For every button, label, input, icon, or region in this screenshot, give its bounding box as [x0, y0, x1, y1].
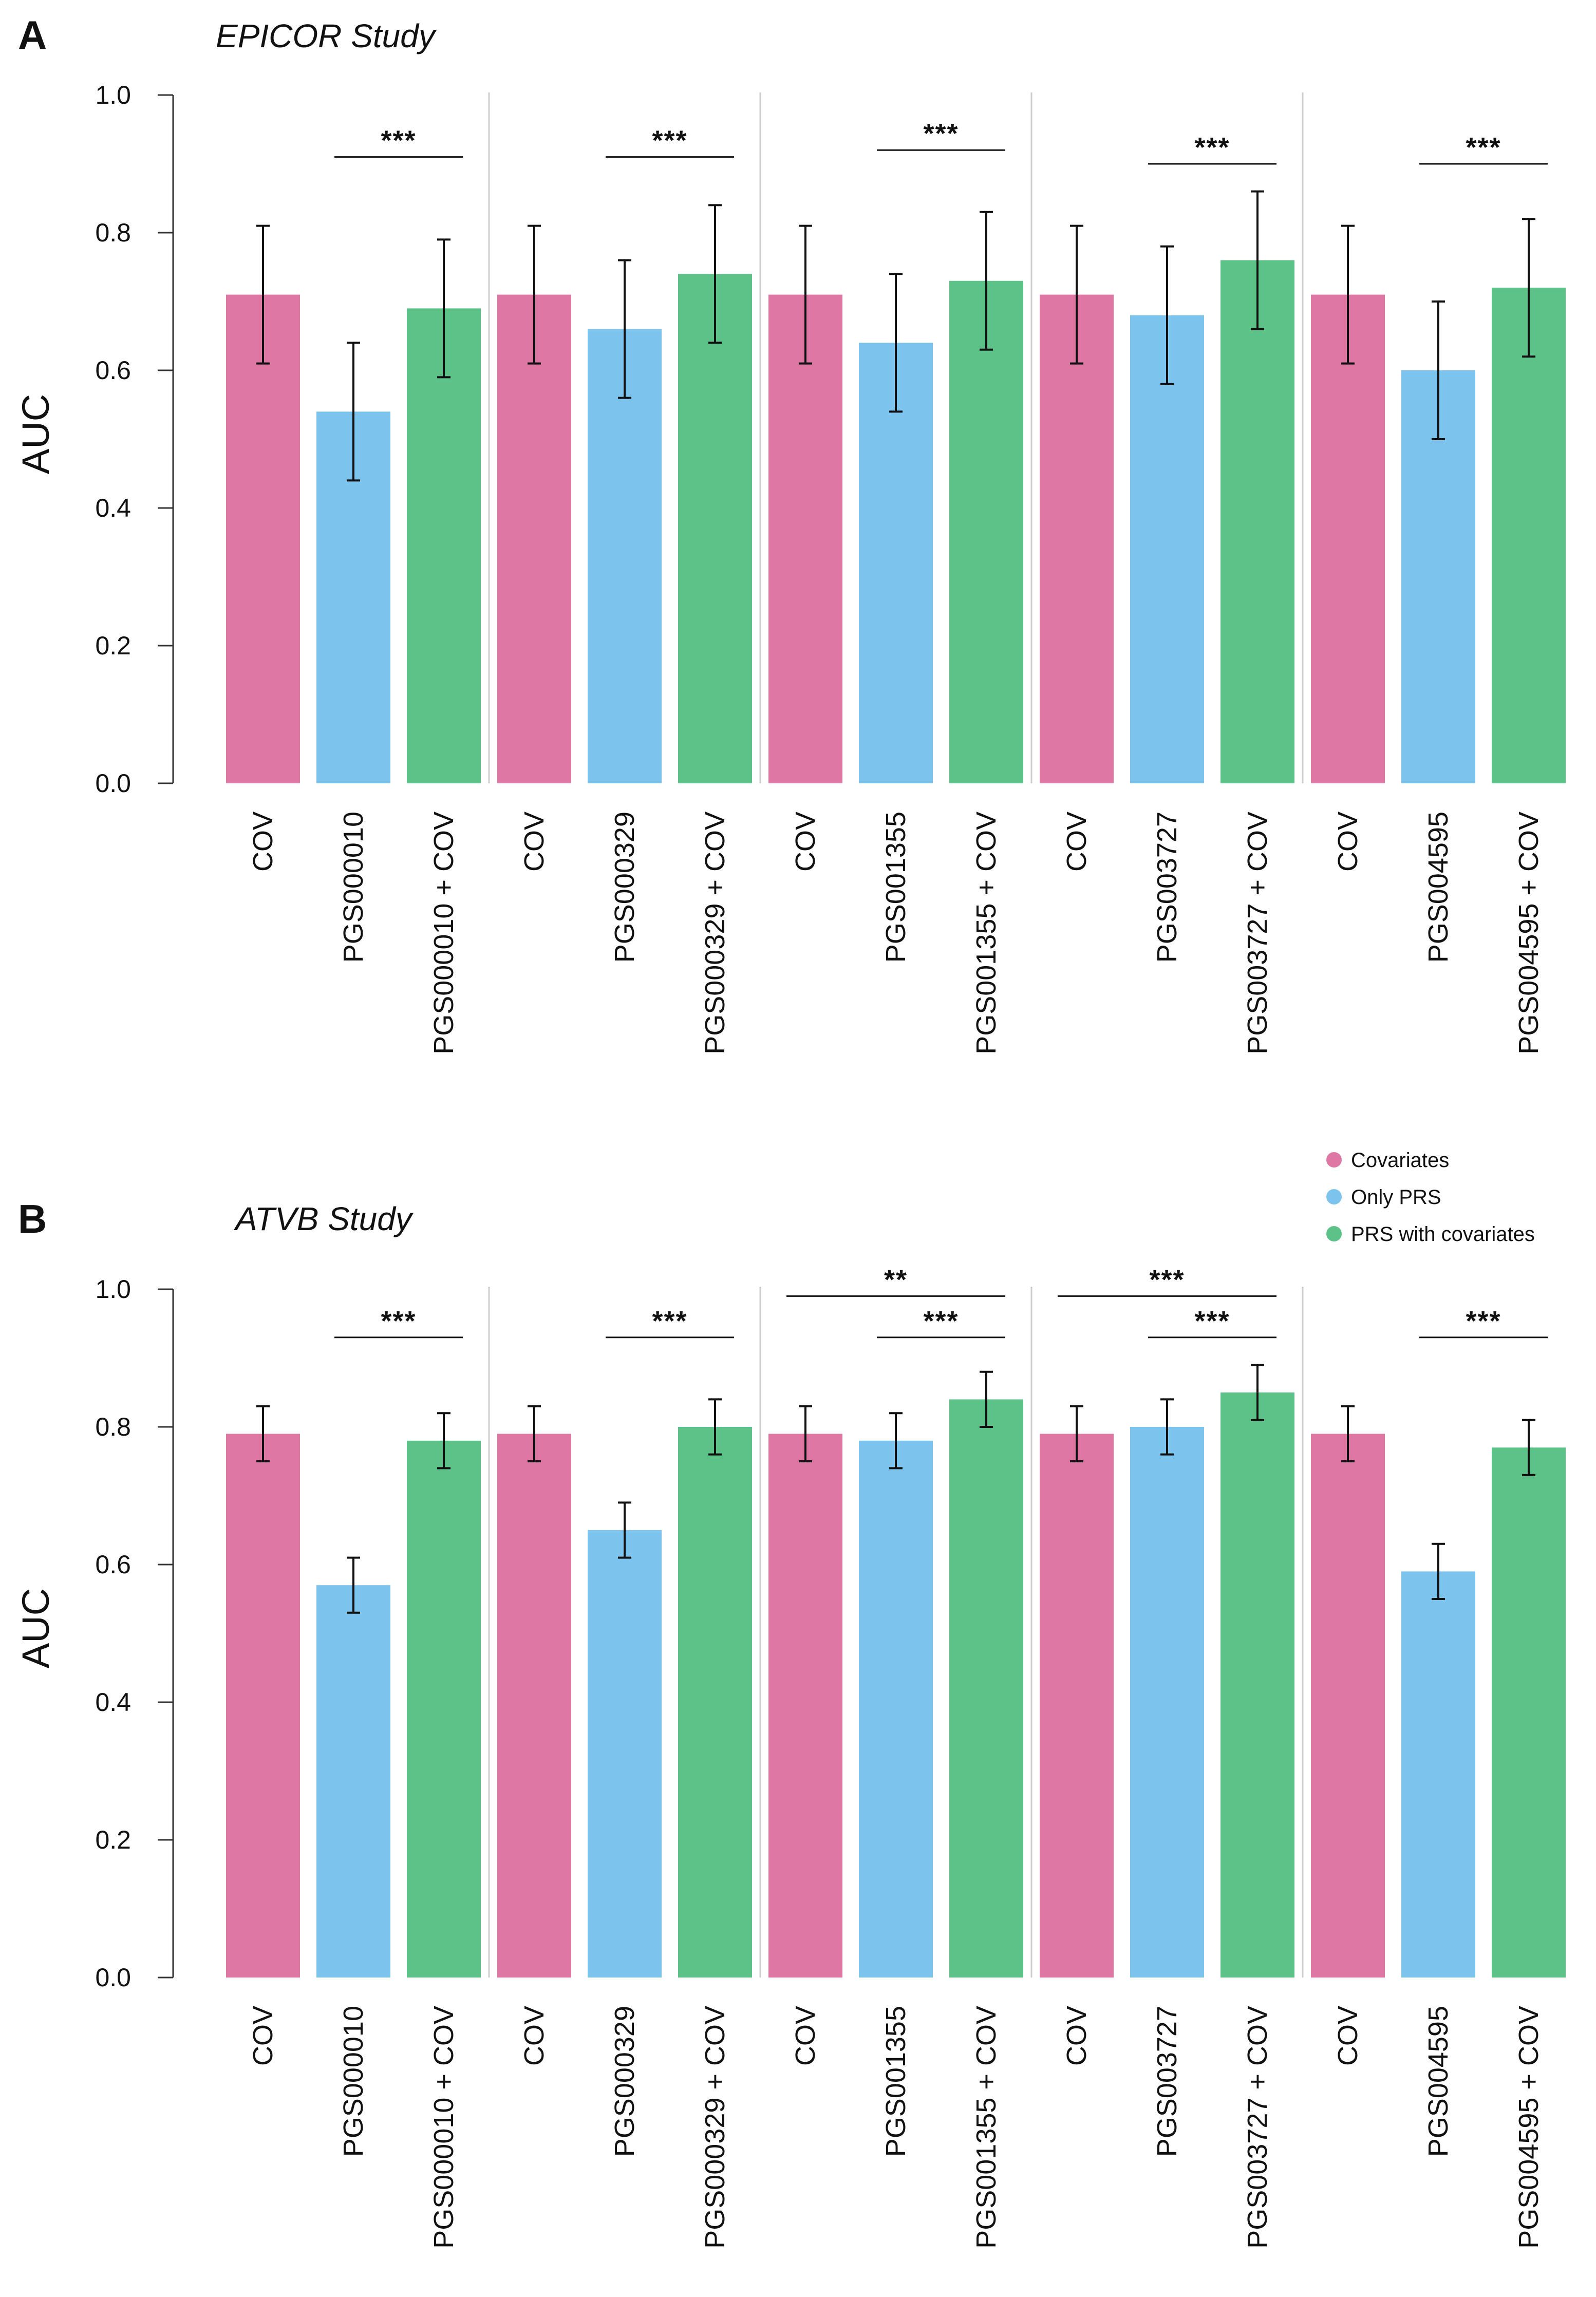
x-tick-label: PGS000329 + COV: [700, 2006, 730, 2249]
x-tick-label: PGS001355 + COV: [971, 2006, 1002, 2249]
bar: [1221, 1392, 1294, 1978]
y-tick-label: 0.8: [95, 218, 131, 247]
bar: [1311, 294, 1385, 783]
x-tick-label: PGS004595: [1423, 2006, 1454, 2157]
legend-swatch: [1326, 1226, 1342, 1241]
x-tick-label: COV: [248, 2006, 278, 2066]
legend: Covariates Only PRS PRS with covariates: [1326, 1149, 1535, 1246]
significance-label: ***: [1466, 1306, 1501, 1336]
y-tick-label: 0.8: [95, 1413, 131, 1441]
x-tick-label: COV: [790, 2006, 821, 2066]
x-tick-label: PGS000329 + COV: [700, 812, 730, 1055]
bar: [949, 280, 1023, 783]
significance-label: ***: [1466, 132, 1501, 163]
significance-label: ***: [381, 125, 416, 156]
bar: [1130, 315, 1204, 783]
panel-letter: B: [18, 1196, 47, 1241]
legend-swatch: [1326, 1152, 1342, 1168]
bar: [407, 308, 481, 783]
x-tick-label: PGS003727 + COV: [1242, 2006, 1273, 2249]
legend-label: PRS with covariates: [1351, 1223, 1535, 1246]
x-tick-label: PGS001355 + COV: [971, 812, 1002, 1055]
bar: [859, 1440, 933, 1978]
x-tick-label: PGS001355: [880, 2006, 911, 2157]
x-tick-label: COV: [1061, 2006, 1092, 2066]
bar: [407, 1440, 481, 1978]
legend-label: Covariates: [1351, 1149, 1449, 1172]
x-tick-label: PGS000010 + COV: [428, 2006, 459, 2249]
bar: [1492, 288, 1566, 783]
bar: [1401, 1571, 1475, 1978]
bar: [678, 1427, 752, 1978]
significance-label: ***: [652, 1306, 687, 1336]
significance-label: ***: [652, 125, 687, 156]
legend-label: Only PRS: [1351, 1186, 1441, 1209]
significance-label: ***: [923, 118, 959, 149]
y-tick-label: 0.6: [95, 356, 131, 385]
bar: [1221, 260, 1294, 784]
bar: [678, 274, 752, 783]
bar: [316, 1585, 390, 1978]
bar: [226, 1434, 300, 1978]
bar: [1040, 1434, 1114, 1978]
y-axis-label: AUC: [14, 1588, 57, 1668]
y-tick-label: 0.2: [95, 1825, 131, 1854]
significance-label: ***: [1194, 132, 1230, 163]
x-tick-label: PGS004595 + COV: [1513, 2006, 1544, 2249]
y-axis-label: AUC: [14, 394, 57, 474]
bar: [588, 329, 662, 783]
bar: [768, 294, 842, 783]
y-tick-label: 1.0: [95, 1275, 131, 1304]
y-tick-label: 0.0: [95, 1963, 131, 1992]
x-tick-label: COV: [1332, 812, 1363, 872]
bar: [1492, 1447, 1566, 1978]
y-tick-label: 0.0: [95, 769, 131, 798]
x-tick-label: PGS004595: [1423, 812, 1454, 963]
x-tick-label: PGS003727 + COV: [1242, 812, 1273, 1055]
bar: [497, 1434, 571, 1978]
x-tick-label: PGS004595 + COV: [1513, 812, 1544, 1055]
x-tick-label: PGS000010 + COV: [428, 812, 459, 1055]
x-tick-label: PGS003727: [1152, 2006, 1182, 2157]
x-tick-label: PGS003727: [1152, 812, 1182, 963]
x-tick-label: COV: [519, 2006, 550, 2066]
y-tick-label: 0.4: [95, 1688, 131, 1717]
significance-label: ***: [1194, 1306, 1230, 1336]
bar: [859, 343, 933, 783]
x-tick-label: COV: [1061, 812, 1092, 872]
x-tick-label: PGS001355: [880, 812, 911, 963]
bar: [226, 294, 300, 783]
bar: [1311, 1434, 1385, 1978]
chart-title: ATVB Study: [233, 1200, 414, 1237]
bar: [1040, 294, 1114, 783]
legend-swatch: [1326, 1189, 1342, 1204]
x-tick-label: COV: [248, 812, 278, 872]
panel-b: B ATVB Study AUC 0.0 0.2 0.4 0.6 0.8 1.0 COV PGS00…: [14, 1196, 1566, 2249]
panel-a: A EPICOR Study AUC 0.0 0.2 0.4 0.6 0.8 1.0 COV PGS…: [14, 12, 1566, 1055]
x-tick-label: PGS000010: [338, 812, 369, 963]
x-tick-label: COV: [519, 812, 550, 872]
bar: [949, 1399, 1023, 1978]
x-tick-label: PGS000329: [609, 812, 640, 963]
panel-letter: A: [18, 12, 47, 58]
bar: [588, 1530, 662, 1978]
y-tick-label: 1.0: [95, 81, 131, 109]
x-tick-label: COV: [1332, 2006, 1363, 2066]
chart-title: EPICOR Study: [216, 17, 437, 54]
y-tick-label: 0.6: [95, 1550, 131, 1579]
bar: [768, 1434, 842, 1978]
significance-label: ***: [923, 1306, 959, 1336]
significance-label: **: [884, 1264, 908, 1295]
bar: [497, 294, 571, 783]
x-tick-label: PGS000010: [338, 2006, 369, 2157]
y-tick-label: 0.4: [95, 494, 131, 522]
significance-label: ***: [1149, 1264, 1185, 1295]
y-tick-label: 0.2: [95, 631, 131, 660]
bar: [1130, 1427, 1204, 1978]
x-tick-label: COV: [790, 812, 821, 872]
x-tick-label: PGS000329: [609, 2006, 640, 2157]
significance-label: ***: [381, 1306, 416, 1336]
